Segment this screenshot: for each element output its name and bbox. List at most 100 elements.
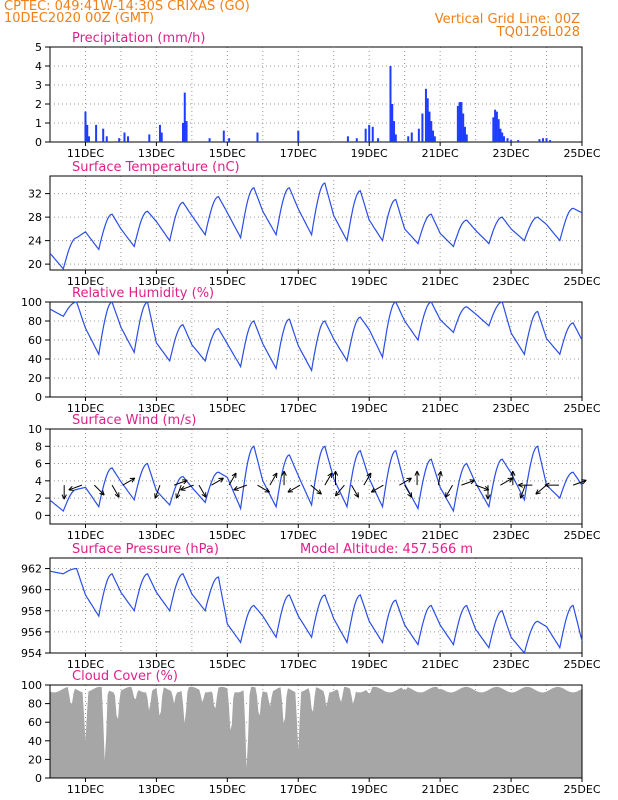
precip-bar [460,102,463,142]
precip-bar [426,98,429,142]
x-tick-label: 21DEC [422,783,459,796]
precip-bar [127,136,130,142]
wind-vector-arrow [334,484,345,497]
precip-bar [407,136,410,142]
panel-annotation: Model Altitude: 457.566 m [300,542,473,557]
x-tick-label: 17DEC [280,529,317,542]
wind-vector-head [231,472,237,479]
precip-bar [430,121,433,142]
precip-bar [346,136,349,142]
precip-bar [506,138,509,142]
x-tick-label: 21DEC [422,402,459,415]
precip-bar [463,126,466,142]
precip-bar [394,134,397,142]
x-tick-label: 21DEC [422,275,459,288]
wind-vector-head [535,489,541,495]
x-tick-label: 13DEC [138,783,175,796]
x-tick-label: 13DEC [138,529,175,542]
wind-vector-head [218,477,224,483]
x-tick-label: 25DEC [563,783,600,796]
wind-vector-arrow [173,479,188,486]
x-tick-label: 23DEC [493,402,530,415]
x-tick-label: 25DEC [563,658,600,671]
x-tick-label: 21DEC [422,529,459,542]
precip-bar [545,138,548,142]
wind-vector-head [201,492,207,498]
precip-bar [417,128,420,142]
header-init-time: 10DEC2020 00Z (GMT) [4,11,155,26]
precip-bar [428,111,431,142]
precip-bar [549,140,552,142]
wind-vector-head [233,485,239,491]
precip-bar [502,136,505,142]
wind-vector-arrow [310,484,322,495]
wind-vector-head [114,492,120,498]
y-tick-label: 60 [28,716,42,729]
x-tick-label: 11DEC [67,275,104,288]
wind-vector-arrow [180,484,194,491]
wind-vector-arrow [404,484,413,498]
x-tick-label: 21DEC [422,658,459,671]
precip-bar [228,138,231,142]
precip-bar [148,134,151,142]
wind-vector-head [544,482,550,488]
y-tick-label: 5 [35,41,42,54]
wind-vector-head [414,470,420,476]
wind-vector-arrow [461,479,475,486]
wind-vector-arrow [500,477,513,486]
x-tick-label: 23DEC [493,658,530,671]
y-tick-label: 2 [35,98,42,111]
wind-vector-arrow [363,472,372,486]
x-tick-label: 11DEC [67,529,104,542]
wind-vector-head [281,470,287,476]
y-tick-label: 958 [21,605,42,618]
precip-bar [256,132,259,142]
x-tick-label: 25DEC [563,402,600,415]
precip-bar [123,132,126,142]
wind-vector-head [327,472,333,479]
x-tick-label: 19DEC [351,402,388,415]
precip-bar [458,102,461,142]
precip-bar [377,138,380,142]
x-tick-label: 13DEC [138,658,175,671]
precip-bar [538,139,541,142]
y-tick-label: 20 [28,753,42,766]
wind-vector-head [406,477,412,483]
x-tick-label: 15DEC [209,658,246,671]
y-tick-label: 960 [21,584,42,597]
wind-vector-head [366,472,372,479]
wind-vector-arrow [475,484,489,491]
y-tick-label: 0 [35,772,42,785]
precip-bar [364,128,367,142]
x-tick-label: 19DEC [351,147,388,160]
x-tick-label: 15DEC [209,402,246,415]
x-tick-label: 15DEC [209,275,246,288]
y-tick-label: 4 [35,475,42,488]
y-tick-label: 1 [35,117,42,130]
precip-bar [462,113,465,142]
wind-vector-arrow [257,484,270,493]
wind-vector-arrow [154,484,161,499]
y-tick-label: 3 [35,79,42,92]
x-tick-label: 21DEC [422,147,459,160]
precip-bar [160,132,163,142]
wind-vector-arrow [324,472,333,486]
series-line [49,568,583,655]
x-tick-label: 15DEC [209,783,246,796]
y-tick-label: 40 [28,353,42,366]
precip-bar [371,126,374,142]
wind-vector-head [182,479,188,485]
y-tick-label: 0 [35,136,42,149]
y-tick-label: 100 [21,296,42,309]
precip-bar [495,111,498,142]
wind-vector-arrow [68,484,83,491]
wind-vector-head [332,470,339,476]
panel-title: Surface Temperature (nC) [72,160,240,175]
wind-vector-head [469,479,475,485]
precip-bar [105,136,108,142]
precip-bar [183,92,186,142]
panel-title: Surface Wind (m/s) [72,413,196,428]
precip-bar [541,138,544,142]
y-tick-label: 10 [28,423,42,436]
x-tick-label: 17DEC [280,275,317,288]
